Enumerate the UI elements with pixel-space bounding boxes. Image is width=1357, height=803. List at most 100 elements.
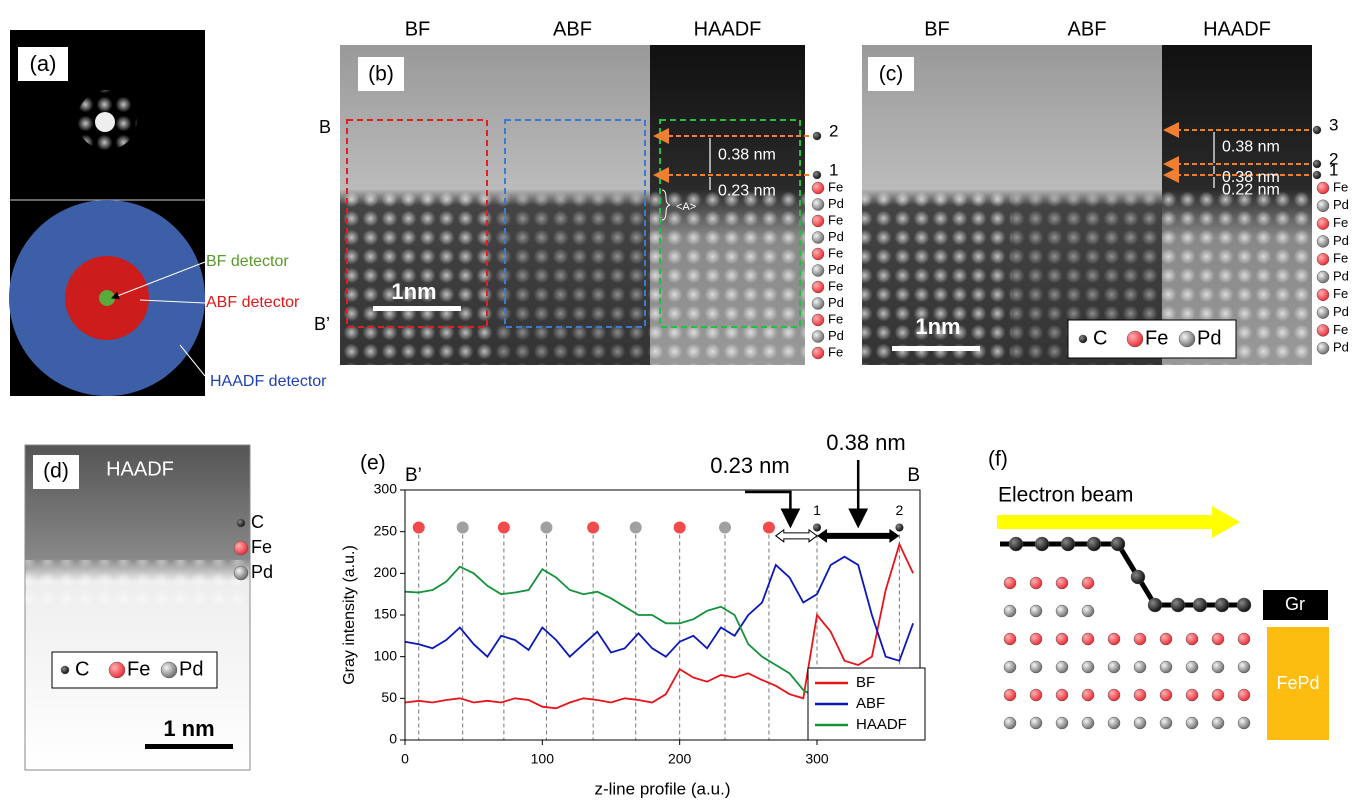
atom [1107, 716, 1121, 730]
atom [762, 521, 775, 534]
atom [895, 523, 904, 532]
interface-label: 1 [813, 502, 821, 518]
atom [812, 170, 822, 180]
x-tick-label: 100 [531, 751, 555, 767]
data-line [404, 565, 818, 700]
atom [1236, 597, 1252, 613]
lattice [650, 190, 805, 365]
layer-label: FePd [1276, 673, 1319, 693]
panel-label: (c) [879, 63, 904, 86]
spacing-label: 0.38 nm [1222, 139, 1280, 156]
atom [1237, 716, 1251, 730]
atom [1211, 716, 1225, 730]
atom [1185, 660, 1199, 674]
atom [1237, 660, 1251, 674]
atom [1316, 288, 1330, 302]
atom [1211, 660, 1225, 674]
atom [811, 198, 825, 211]
panel-label: (f) [988, 448, 1008, 471]
atom-label: Fe [828, 212, 843, 227]
atom-label: Fe [828, 245, 843, 260]
level-label: 1 [829, 160, 838, 179]
atom [1147, 597, 1163, 613]
atom-label: Fe [828, 278, 843, 293]
label-box [33, 455, 79, 489]
atom [1003, 716, 1017, 730]
atom [540, 521, 553, 534]
detector-label: HAADF detector [210, 373, 327, 390]
atom [236, 518, 246, 528]
atom [1081, 688, 1095, 702]
atom [1003, 660, 1017, 674]
atom [108, 661, 126, 679]
lattice [340, 190, 495, 365]
atom-label: Pd [1333, 197, 1349, 212]
atom-label: Pd [828, 196, 844, 211]
atom-label: Pd [828, 295, 844, 310]
atom [1185, 632, 1199, 646]
interface-label: 2 [896, 502, 904, 518]
label: B [319, 117, 331, 137]
atom [1107, 660, 1121, 674]
atom [497, 521, 510, 534]
atom [1029, 604, 1043, 618]
atom [1316, 199, 1330, 213]
atom [1130, 569, 1146, 585]
atom [1170, 597, 1186, 613]
detector-label: ABF detector [206, 294, 300, 311]
atom [1107, 632, 1121, 646]
atom [1192, 597, 1208, 613]
atom-label: Fe [828, 179, 843, 194]
pointer [139, 299, 206, 304]
spacing-label: 0.38 nm [1222, 169, 1280, 186]
atom [1312, 125, 1322, 135]
x-tick-label: 0 [401, 751, 409, 767]
atom [60, 665, 70, 675]
legend-label: Fe [127, 658, 150, 680]
y-tick-label: 200 [374, 564, 398, 580]
lattice [25, 560, 250, 610]
image-title: HAADF [106, 458, 174, 480]
atom [587, 521, 600, 534]
level-label: 2 [829, 121, 838, 140]
layer-box [1263, 590, 1328, 620]
atom [1003, 604, 1017, 618]
legend-label: C [1093, 327, 1107, 349]
atom [1003, 688, 1017, 702]
atom [1185, 716, 1199, 730]
atom-label: Fe [1333, 322, 1348, 337]
atom-label: Pd [828, 229, 844, 244]
atom [1110, 536, 1126, 552]
atom [811, 247, 825, 261]
atom [1133, 688, 1147, 702]
atom [813, 523, 821, 532]
spacing-label: 0.23 nm [718, 183, 776, 200]
atom-label: Pd [251, 562, 273, 582]
atom [1008, 536, 1024, 552]
atom [1029, 716, 1043, 730]
annotation: 0.38 nm [826, 430, 906, 455]
atom-label: Pd [828, 328, 844, 343]
atom [1081, 604, 1095, 618]
atom [1055, 576, 1069, 590]
plot-frame [404, 489, 921, 741]
atom [1029, 688, 1043, 702]
detector-label: BF detector [206, 253, 289, 270]
panel-a: (a) BF detector ABF detector HAADF detec… [9, 30, 327, 396]
y-tick-label: 50 [381, 689, 397, 705]
spacing-arrow [774, 528, 818, 543]
atom [160, 661, 178, 679]
atom-label: Pd [1333, 304, 1349, 319]
atom [1316, 252, 1330, 266]
atom [1312, 170, 1322, 180]
atom [811, 330, 825, 343]
spacing-arrow [817, 528, 900, 543]
column-title: HAADF [1203, 18, 1271, 40]
atom [812, 131, 822, 141]
end-label: B [907, 465, 920, 486]
lattice [862, 190, 1012, 365]
legend-label: Fe [1145, 327, 1168, 349]
region-box [659, 119, 801, 328]
end-label: B’ [405, 465, 422, 486]
scale-bar-label: 1nm [915, 314, 960, 339]
